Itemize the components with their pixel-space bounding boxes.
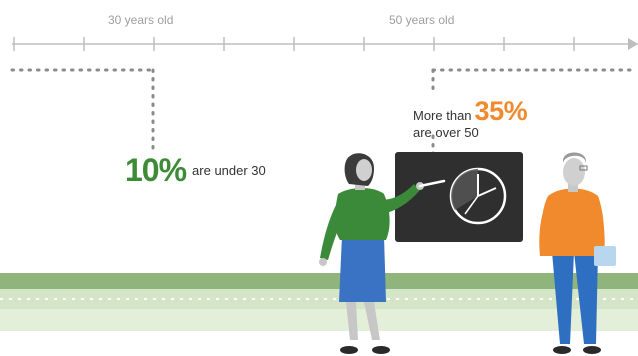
axis-ticks [13,37,575,51]
ground [0,273,638,331]
axis-arrow-icon [628,38,638,50]
man-hair [563,152,586,164]
under30-value: 10% [125,152,187,188]
range-dotted-lines [10,68,638,177]
man-left-leg [552,252,574,344]
pointer-stick [418,179,446,188]
woman-face [356,159,372,181]
axis-label-50-years: 50 years old [389,13,455,27]
woman-left-hand [319,258,327,266]
woman-left-shoe [340,346,358,354]
over50-value: 35% [474,96,528,126]
under30-stat: 10% are under 30 [125,152,266,189]
age-axis [12,37,638,51]
woman-left-leg [346,302,358,340]
man-right-shoe [583,346,601,354]
man-glasses-icon [579,165,588,171]
ground-top-band [0,273,638,289]
under30-text: are under 30 [192,163,266,178]
over50-stat: More than 35% are over 50 [413,96,528,140]
axis-label-30-years: 30 years old [108,13,174,27]
ground-middle-band [0,289,638,309]
woman-right-leg [364,302,380,340]
woman-torso [334,188,390,240]
woman-left-arm [320,198,348,260]
man-folder [594,246,616,266]
man-face [563,158,585,186]
man-left-arm [539,198,556,256]
man-neck [568,180,578,192]
over50-prefix: More than [413,108,472,123]
clock-icon [449,167,507,225]
woman-right-arm [380,184,420,214]
man-sweater [541,188,605,256]
woman-right-shoe [372,346,390,354]
ground-lower-band [0,309,638,331]
blackboard [395,152,523,242]
over50-text: are over 50 [413,125,479,140]
man-left-shoe [553,346,571,354]
man-right-arm [590,200,605,256]
woman-skirt [339,236,386,302]
woman-figure [319,153,446,354]
man-figure [539,152,616,354]
man-right-leg [574,252,598,344]
